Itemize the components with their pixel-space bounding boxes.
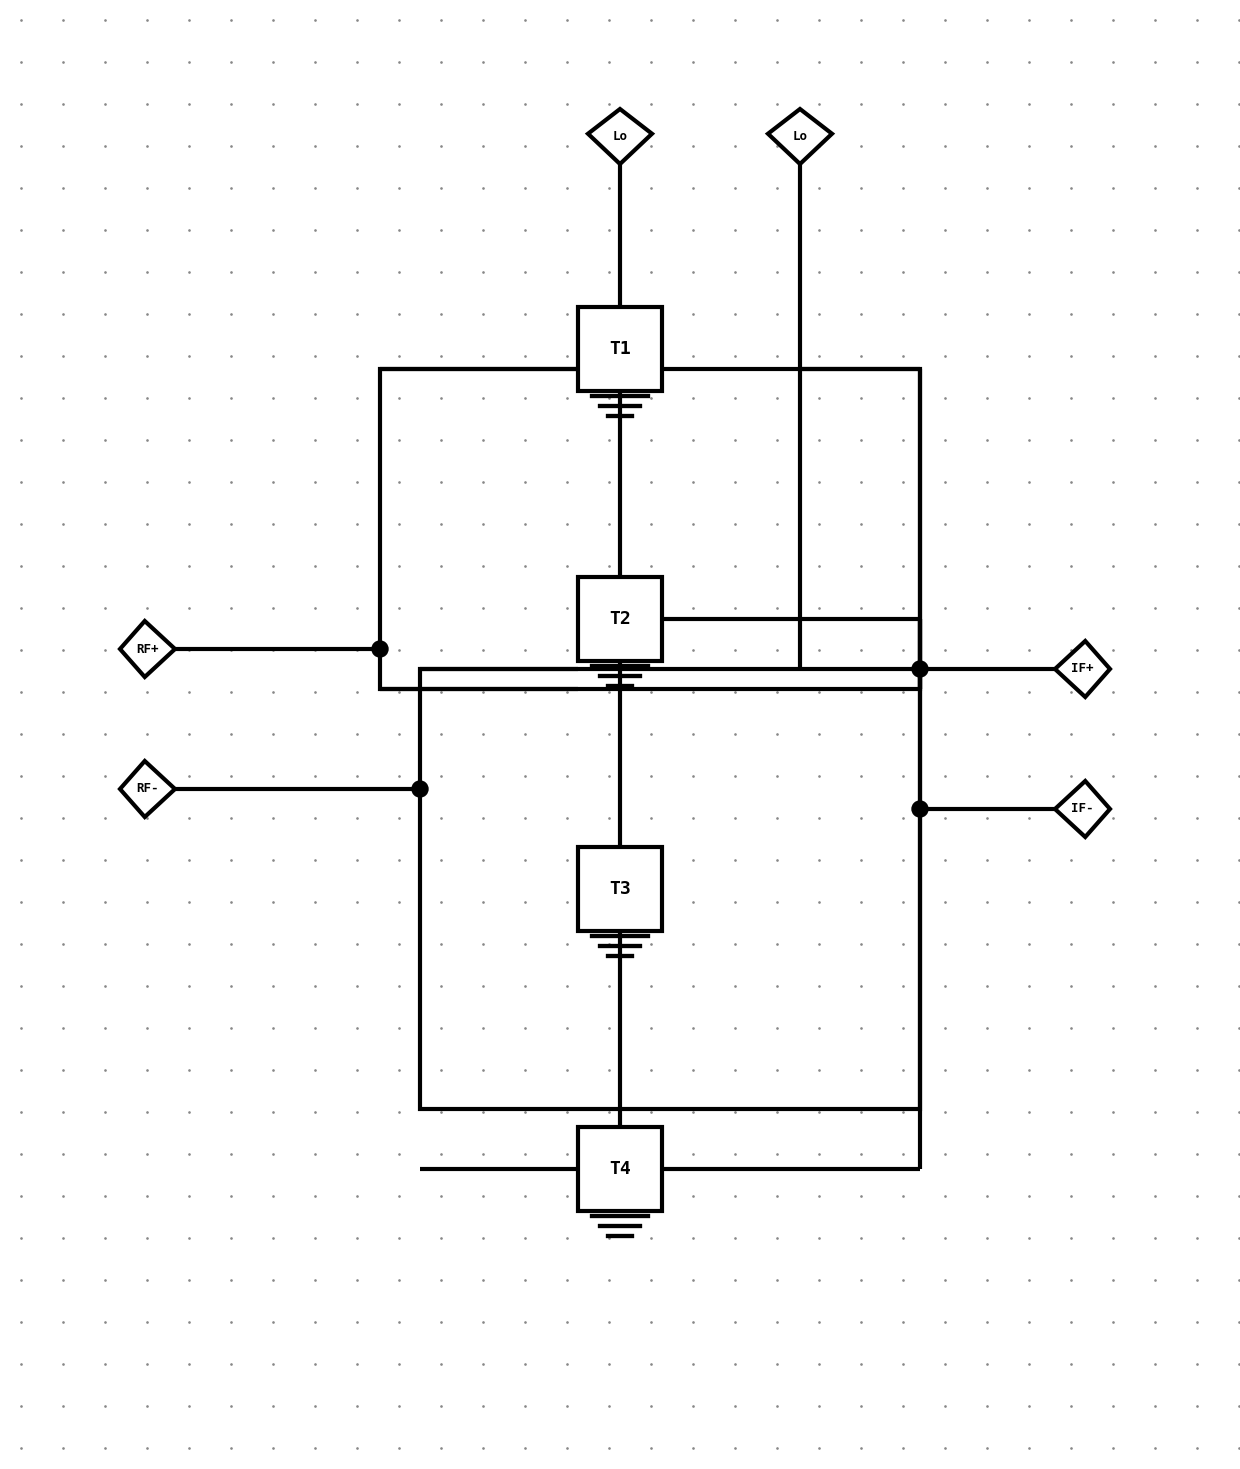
Text: T1: T1 (609, 339, 631, 358)
Text: RF+: RF+ (136, 642, 159, 655)
Circle shape (911, 801, 928, 817)
Bar (420, 668, 920, 1109)
Text: IF-: IF- (1071, 802, 1094, 815)
Polygon shape (588, 109, 652, 165)
Text: Lo: Lo (613, 129, 627, 142)
Bar (578, 577, 662, 661)
Text: RF-: RF- (136, 783, 159, 796)
Polygon shape (120, 761, 175, 817)
Bar (578, 848, 662, 931)
Text: T2: T2 (609, 610, 631, 629)
Bar (578, 1127, 662, 1210)
Polygon shape (1055, 640, 1110, 696)
Polygon shape (1055, 782, 1110, 837)
Text: IF+: IF+ (1071, 663, 1094, 676)
Circle shape (372, 640, 388, 657)
Text: T4: T4 (609, 1161, 631, 1178)
Bar (578, 307, 662, 391)
Text: T3: T3 (609, 880, 631, 898)
Polygon shape (120, 621, 175, 677)
Polygon shape (768, 109, 832, 165)
Circle shape (412, 782, 428, 798)
Text: Lo: Lo (792, 129, 807, 142)
Circle shape (911, 661, 928, 677)
Bar (379, 369, 920, 689)
